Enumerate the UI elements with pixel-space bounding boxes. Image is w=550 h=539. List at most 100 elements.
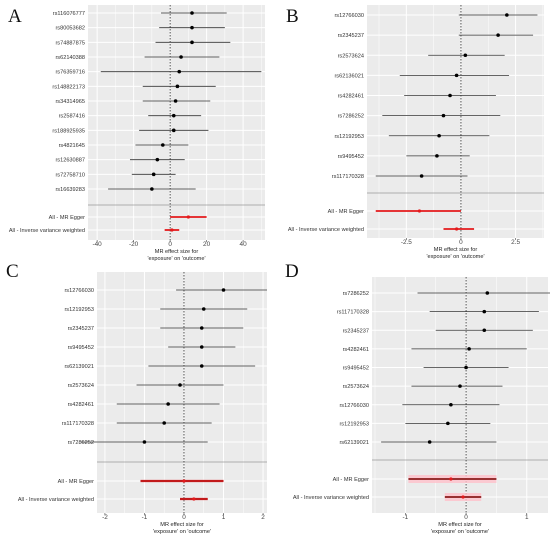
snp-label: rs2587416 [59, 114, 85, 120]
snp-estimate-point [150, 187, 154, 191]
snp-estimate-point [161, 143, 165, 147]
snp-label: rs9495452 [68, 345, 94, 351]
snp-label: rs2345237 [338, 33, 364, 39]
snp-label: rs12192953 [334, 134, 364, 140]
snp-label: rs148822173 [52, 84, 85, 90]
x-tick-label: -1 [142, 514, 148, 521]
snp-estimate-point [221, 288, 226, 292]
x-tick-label: -40 [92, 241, 102, 248]
snp-label: rs12766030 [334, 13, 364, 19]
snp-estimate-point [485, 291, 490, 295]
snp-label: rs62136021 [334, 73, 364, 79]
snp-label: rs72758710 [55, 172, 85, 178]
snp-estimate-point [162, 421, 167, 425]
x-tick-label: -20 [129, 241, 139, 248]
summary-estimate-point [417, 209, 422, 213]
x-tick-label: 0 [168, 241, 172, 248]
snp-label: rs12192953 [339, 421, 369, 427]
summary-label: All - MR Egger [328, 209, 365, 215]
summary-label: All - Inverse variance weighted [293, 495, 369, 501]
summary-estimate-point [192, 497, 196, 501]
x-tick-label: 0 [182, 514, 186, 521]
snp-label: rs7286252 [68, 440, 94, 446]
snp-label: rs2345237 [343, 328, 369, 334]
snp-estimate-point [419, 174, 424, 178]
plot-background [372, 277, 548, 513]
snp-estimate-point [454, 73, 459, 78]
snp-label: rs116076777 [53, 11, 85, 17]
snp-estimate-point [467, 347, 471, 351]
snp-label: rs74887875 [55, 40, 85, 46]
snp-label: rs12766030 [339, 403, 369, 409]
snp-estimate-point [166, 402, 170, 406]
snp-label: rs4282461 [68, 402, 94, 408]
snp-label: rs7286252 [338, 114, 364, 120]
snp-estimate-point [199, 345, 204, 349]
snp-estimate-point [458, 384, 462, 388]
x-tick-label: 0 [459, 239, 463, 246]
x-axis-title: MR effect size for'exposure' on 'outcome… [153, 522, 211, 535]
snp-estimate-point [155, 157, 160, 162]
x-axis-title: MR effect size for'exposure' on 'outcome… [426, 247, 484, 260]
summary-label: All - Inverse variance weighted [9, 228, 85, 234]
snp-estimate-point [449, 402, 453, 407]
snp-estimate-point [179, 55, 183, 59]
summary-estimate-point [449, 477, 453, 481]
snp-label: rs117170328 [62, 421, 94, 427]
snp-estimate-point [199, 326, 204, 330]
snp-estimate-point [199, 364, 204, 368]
summary-label: All - Inverse variance weighted [288, 227, 364, 233]
summary-estimate-point [186, 215, 190, 219]
snp-label: rs62139021 [64, 364, 94, 370]
snp-estimate-point [175, 84, 180, 89]
snp-estimate-point [151, 172, 156, 177]
snp-label: rs62140388 [55, 55, 85, 61]
x-axis-title: MR effect size for'exposure' on 'outcome… [431, 522, 489, 535]
snp-label: rs12630887 [55, 158, 85, 164]
x-tick-label: 40 [240, 241, 248, 248]
x-tick-label: 2.5 [511, 239, 520, 246]
snp-estimate-point [482, 328, 487, 333]
snp-estimate-point [171, 128, 176, 133]
snp-label: rs80053682 [55, 26, 85, 32]
snp-estimate-point [201, 307, 206, 311]
snp-estimate-point [463, 53, 468, 58]
x-tick-label: 1 [222, 514, 226, 521]
snp-estimate-point [178, 383, 182, 387]
snp-estimate-point [505, 13, 509, 17]
snp-label: rs12766030 [64, 288, 94, 294]
snp-label: rs7286252 [343, 291, 369, 297]
summary-label: All - MR Egger [333, 477, 370, 483]
snp-estimate-point [441, 113, 446, 118]
x-tick-label: 0 [464, 514, 468, 521]
x-tick-label: -2 [102, 514, 108, 521]
snp-estimate-point [190, 11, 194, 15]
snp-label: rs9495452 [338, 154, 364, 160]
snp-estimate-point [496, 33, 500, 37]
summary-estimate-point [170, 228, 174, 232]
snp-label: rs4821645 [59, 143, 85, 149]
x-tick-label: -2.5 [401, 239, 412, 246]
panel-letter: A [8, 6, 22, 27]
snp-label: rs2573624 [338, 53, 364, 59]
snp-estimate-point [190, 40, 194, 45]
snp-label: rs9495452 [343, 366, 369, 372]
snp-estimate-point [448, 93, 452, 98]
panel-letter: B [286, 6, 299, 27]
x-tick-label: -1 [403, 514, 409, 521]
summary-estimate-point [454, 227, 459, 231]
snp-estimate-point [427, 440, 432, 444]
plot-background [88, 5, 265, 240]
plot-background [97, 272, 267, 513]
snp-label: rs117170328 [337, 310, 369, 316]
snp-label: rs62139021 [339, 440, 369, 446]
snp-estimate-point [464, 365, 468, 370]
panel-letter: C [6, 261, 19, 282]
snp-estimate-point [177, 69, 182, 74]
snp-label: rs117170328 [332, 174, 364, 180]
summary-label: All - Inverse variance weighted [18, 497, 94, 503]
snp-estimate-point [435, 154, 439, 158]
x-axis-title: MR effect size for'exposure' on 'outcome… [147, 249, 205, 262]
snp-label: rs2345237 [68, 326, 94, 332]
